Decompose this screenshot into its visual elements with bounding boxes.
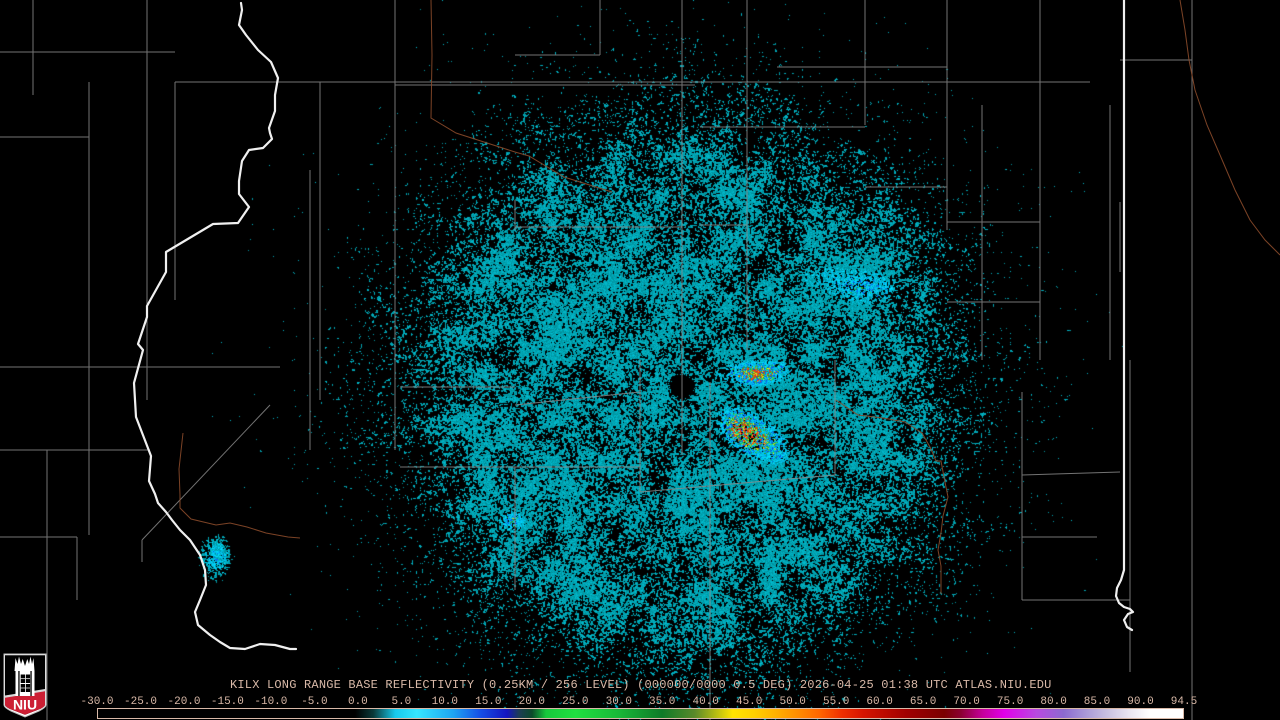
svg-text:NIU: NIU: [13, 697, 37, 713]
